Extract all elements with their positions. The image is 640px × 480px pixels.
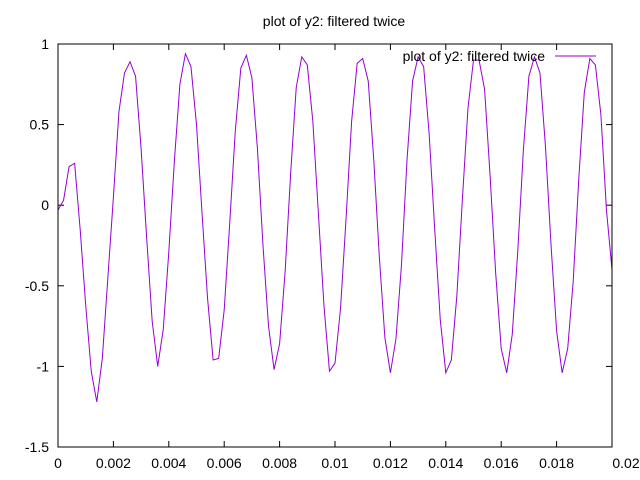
series-line	[57, 51, 613, 402]
x-tick-label: 0.004	[151, 455, 186, 471]
y-tick-label: -1	[37, 358, 50, 374]
x-tick-label: 0.016	[484, 455, 519, 471]
tick-labels: 0 0.002 0.004 0.006 0.008 0.01 0.012 0.014 0.016…	[25, 36, 640, 471]
x-tick-label: 0.012	[373, 455, 408, 471]
y-tick-label: 1	[41, 36, 49, 52]
y-tick-label: 0.5	[30, 117, 50, 133]
y-tick-label: -0.5	[25, 278, 49, 294]
plot-frame	[57, 43, 613, 448]
y-tick-label: 0	[41, 197, 49, 213]
x-tick-label: 0.014	[428, 455, 463, 471]
x-tick-label: 0.008	[262, 455, 297, 471]
chart-title: plot of y2: filtered twice	[263, 13, 406, 29]
x-tick-label: 0.018	[539, 455, 574, 471]
series-layer	[57, 51, 613, 402]
x-tick-label: 0.006	[207, 455, 242, 471]
y-tick-label: -1.5	[25, 439, 49, 455]
legend: plot of y2: filtered twice	[403, 48, 596, 64]
x-tick-label: 0	[54, 455, 62, 471]
x-tick-label: 0.02	[612, 455, 639, 471]
x-tick-label: 0.002	[96, 455, 131, 471]
legend-label: plot of y2: filtered twice	[403, 48, 546, 64]
x-tick-label: 0.01	[321, 455, 348, 471]
